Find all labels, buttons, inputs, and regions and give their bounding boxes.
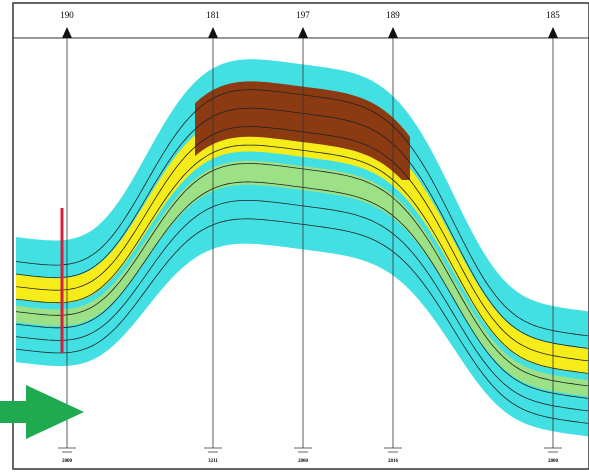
well-label: 181 — [206, 10, 220, 20]
well-label: 190 — [60, 10, 74, 20]
well-label: 185 — [546, 10, 560, 20]
depth-label: 2800 — [548, 459, 559, 464]
depth-label: 2800 — [62, 459, 73, 464]
depth-label: 3211 — [208, 459, 218, 464]
depth-label: 2816 — [388, 459, 399, 464]
well-label: 197 — [296, 10, 310, 20]
arrow-shaft — [0, 401, 28, 423]
depth-label: 2800 — [298, 459, 309, 464]
well-label: 189 — [386, 10, 400, 20]
cross-section: 190 2800 181 3211 197 2800 189 2816 185 2800 — [0, 0, 589, 472]
